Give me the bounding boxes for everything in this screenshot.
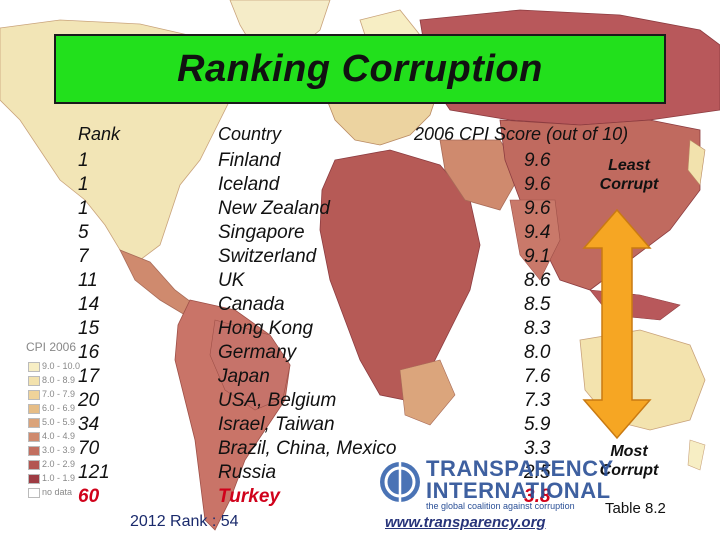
country-cell: Turkey <box>218 486 280 507</box>
header-rank: Rank <box>78 124 121 144</box>
ti-logo-line2: INTERNATIONAL <box>426 478 611 503</box>
score-cell: 7.3 <box>524 390 551 411</box>
legend-swatch <box>28 418 40 428</box>
rank-cell: 34 <box>78 414 100 435</box>
map-brazil <box>209 319 291 411</box>
score-cell: 9.6 <box>524 150 551 171</box>
legend-label: 2.0 - 2.9 <box>42 459 76 469</box>
legend-swatch <box>28 376 40 386</box>
legend-swatch <box>28 404 40 414</box>
score-cell: 9.1 <box>524 246 551 267</box>
country-cell: Israel, Taiwan <box>218 414 335 435</box>
score-cell: 9.4 <box>524 222 551 243</box>
legend-label: 7.0 - 7.9 <box>42 389 76 399</box>
score-cell: 8.0 <box>524 342 551 363</box>
legend-swatch <box>28 488 40 498</box>
map-japan <box>687 139 706 186</box>
transparency-url-link[interactable]: www.transparency.org <box>385 514 546 531</box>
rank-cell: 1 <box>78 150 89 171</box>
rank-cell: 14 <box>78 294 100 315</box>
legend-swatch <box>28 432 40 442</box>
ti-logo-tagline: the global coalition against corruption <box>426 501 575 511</box>
map-new-zealand <box>687 439 706 471</box>
map-central-america <box>119 249 196 316</box>
legend-label: no data <box>42 487 73 497</box>
rank-cell: 15 <box>78 318 100 339</box>
ti-globe-icon <box>380 462 420 502</box>
rank-cell: 20 <box>78 390 100 411</box>
legend-label: 9.0 - 10.0 <box>42 361 81 371</box>
double-arrow-icon <box>582 208 652 440</box>
legend-swatch <box>28 362 40 372</box>
rank-cell: 60 <box>78 486 100 507</box>
country-cell: Iceland <box>218 174 280 195</box>
score-cell: 2.5 <box>524 462 551 483</box>
rank-cell: 5 <box>78 222 89 243</box>
rank-cell: 16 <box>78 342 100 363</box>
score-cell: 5.9 <box>524 414 551 435</box>
legend-swatch <box>28 390 40 400</box>
legend-label: 3.0 - 3.9 <box>42 445 76 455</box>
legend-swatch <box>28 474 40 484</box>
country-cell: New Zealand <box>218 198 330 219</box>
table-reference: Table 8.2 <box>605 500 666 517</box>
score-cell: 7.6 <box>524 366 551 387</box>
legend-swatch <box>28 460 40 470</box>
map-india <box>509 199 561 281</box>
most-corrupt-label: Most Corrupt <box>599 443 659 479</box>
ti-logo-line1: TRANSPARENCY <box>426 456 614 481</box>
score-cell: 8.6 <box>524 270 551 291</box>
map-africa <box>319 149 481 401</box>
country-cell: Finland <box>218 150 281 171</box>
rank-cell: 11 <box>78 270 98 291</box>
map-southern-africa <box>399 359 456 426</box>
rank-cell: 7 <box>78 246 89 267</box>
score-cell: 8.3 <box>524 318 551 339</box>
country-cell: Canada <box>218 294 285 315</box>
country-cell: Japan <box>218 366 270 387</box>
rank-cell: 70 <box>78 438 100 459</box>
country-cell: Hong Kong <box>218 318 314 339</box>
legend-label: 5.0 - 5.9 <box>42 417 76 427</box>
rank-cell: 1 <box>78 198 89 219</box>
country-cell: Brazil, China, Mexico <box>218 438 397 459</box>
rank-cell: 1 <box>78 174 89 195</box>
country-cell: UK <box>218 270 245 291</box>
legend-title: CPI 2006 <box>26 340 77 354</box>
score-cell: 9.6 <box>524 198 551 219</box>
score-cell: 9.6 <box>524 174 551 195</box>
header-country: Country <box>218 124 282 144</box>
rank-2012-note: 2012 Rank : 54 <box>130 513 239 530</box>
legend-swatch <box>28 446 40 456</box>
country-cell: Germany <box>218 342 297 363</box>
header-score: 2006 CPI Score (out of 10) <box>414 124 629 144</box>
title-banner: Ranking Corruption <box>54 34 666 104</box>
least-corrupt-label: Least Corrupt <box>599 157 659 193</box>
country-cell: Russia <box>218 462 277 483</box>
rank-cell: 17 <box>78 366 100 387</box>
country-cell: Singapore <box>218 222 305 243</box>
country-cell: USA, Belgium <box>218 390 337 411</box>
rank-cell: 121 <box>78 462 110 483</box>
legend-label: 8.0 - 8.9 <box>42 375 76 385</box>
country-cell: Switzerland <box>218 246 317 267</box>
legend-label: 1.0 - 1.9 <box>42 473 76 483</box>
legend-label: 6.0 - 6.9 <box>42 403 76 413</box>
map-middle-east <box>439 139 521 211</box>
legend-label: 4.0 - 4.9 <box>42 431 76 441</box>
score-cell: 8.5 <box>524 294 551 315</box>
score-cell: 3.8 <box>524 486 551 507</box>
page-title: Ranking Corruption <box>177 47 543 90</box>
score-cell: 3.3 <box>524 438 551 459</box>
